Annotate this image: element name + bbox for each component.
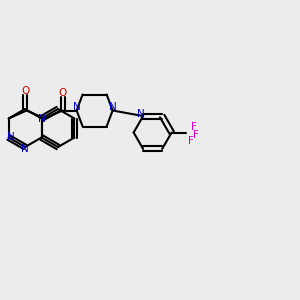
Text: N: N <box>38 113 45 124</box>
Text: F: F <box>193 130 199 140</box>
Text: N: N <box>73 103 80 112</box>
Text: O: O <box>58 88 67 98</box>
Text: F: F <box>188 136 194 146</box>
Text: O: O <box>21 86 29 96</box>
Text: N: N <box>109 103 116 112</box>
Text: F: F <box>191 122 197 131</box>
Text: N: N <box>21 144 29 154</box>
Text: N: N <box>137 109 145 119</box>
Text: N: N <box>7 133 14 142</box>
